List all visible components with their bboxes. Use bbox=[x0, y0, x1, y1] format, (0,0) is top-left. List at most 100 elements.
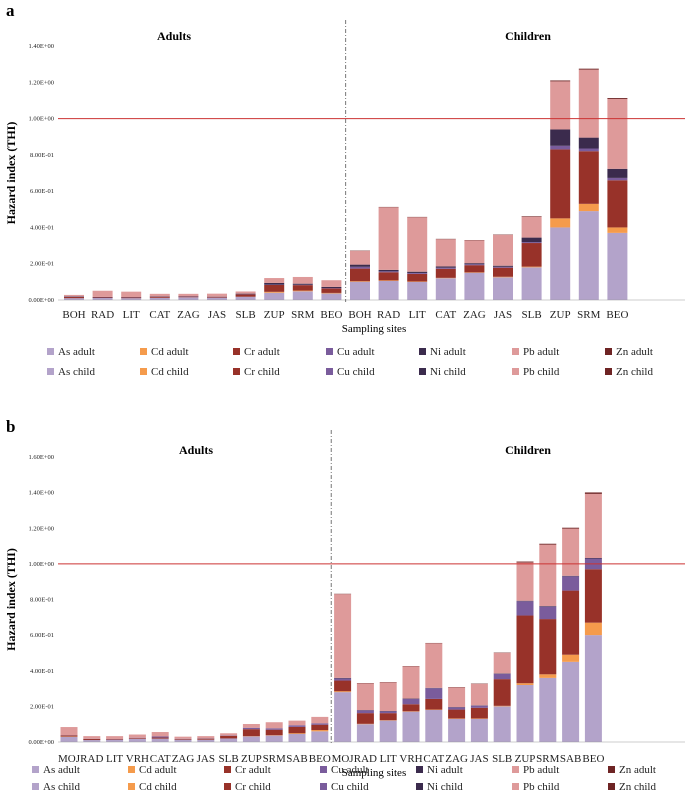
bar-segment-pb bbox=[60, 727, 78, 736]
bar-segment-ni bbox=[321, 286, 342, 289]
bar-segment-cd bbox=[378, 280, 399, 281]
x-tick-label: ZAG bbox=[172, 753, 195, 765]
bar-segment-pb bbox=[493, 652, 511, 674]
bar-segment-pb bbox=[425, 643, 443, 688]
bar-segment-as bbox=[288, 733, 306, 742]
legend-swatch-ni bbox=[416, 783, 423, 790]
legend-swatch-as bbox=[32, 766, 39, 773]
bar-segment-pb bbox=[220, 733, 238, 736]
bar-segment-as bbox=[464, 272, 485, 300]
bar-segment-ni bbox=[350, 264, 370, 267]
bar-segment-cd bbox=[539, 674, 557, 678]
legend-swatch-ni bbox=[419, 348, 426, 355]
bar-segment-pb bbox=[584, 493, 602, 558]
bar-segment-cd bbox=[584, 622, 602, 636]
x-tick-label: BEO bbox=[582, 753, 604, 765]
bar-segment-ni bbox=[435, 266, 456, 268]
bar-segment-pb bbox=[334, 594, 352, 678]
bar-segment-as bbox=[121, 298, 142, 300]
bar-segment-cr bbox=[288, 726, 306, 734]
legend-label: Cr child bbox=[244, 366, 280, 378]
bar-segment-pb bbox=[83, 736, 101, 739]
bar-segment-cr bbox=[197, 738, 215, 740]
legend-label: Zn adult bbox=[616, 346, 653, 358]
legend-swatch-cr bbox=[233, 368, 240, 375]
bar-segment-cr bbox=[607, 180, 628, 228]
bar-segment-pb bbox=[379, 682, 397, 712]
bar-segment-as bbox=[448, 718, 466, 742]
legend-swatch-pb bbox=[512, 348, 519, 355]
bar-segment-zn bbox=[578, 68, 599, 70]
legend-swatch-cu bbox=[320, 783, 327, 790]
bar-segment-cd bbox=[264, 291, 285, 293]
bar-segment-cr bbox=[207, 297, 227, 298]
legend-label: Cr child bbox=[235, 781, 271, 793]
bar-segment-cu bbox=[288, 725, 306, 727]
legend-swatch-as bbox=[47, 348, 54, 355]
legend-swatch-as bbox=[32, 783, 39, 790]
x-tick-label: CAT bbox=[435, 309, 456, 321]
legend-swatch-cu bbox=[326, 368, 333, 375]
bar-segment-pb bbox=[149, 293, 170, 297]
legend-label: Cu adult bbox=[331, 764, 369, 776]
bar-segment-pb bbox=[197, 736, 215, 739]
panel-label: a bbox=[6, 1, 15, 20]
bar-segment-ni bbox=[607, 168, 628, 178]
bar-segment-as bbox=[64, 298, 84, 300]
bar-segment-cr bbox=[311, 724, 329, 731]
legend-label: Cd child bbox=[139, 781, 177, 793]
bar-segment-cd bbox=[493, 276, 513, 278]
bar-segment-pb bbox=[607, 98, 628, 169]
bar-segment-ni bbox=[521, 237, 542, 243]
bar-segment-zn bbox=[562, 527, 580, 529]
bar-segment-cu bbox=[242, 727, 260, 730]
bar-segment-cr bbox=[235, 294, 256, 297]
bar-segment-zn bbox=[607, 98, 628, 99]
bar-segment-cr bbox=[151, 737, 169, 739]
bar-segment-as bbox=[584, 635, 602, 742]
bar-segment-pb bbox=[92, 290, 113, 297]
bar-segment-as bbox=[311, 731, 329, 742]
bar-segment-pb bbox=[356, 683, 374, 711]
bar-segment-pb bbox=[435, 239, 456, 267]
bar-segment-cr bbox=[578, 151, 599, 204]
x-tick-label: SAB bbox=[286, 753, 307, 765]
bar-segment-as bbox=[242, 736, 260, 742]
bar-segment-zn bbox=[516, 561, 534, 563]
bar-segment-as bbox=[378, 280, 399, 300]
legend-label: As child bbox=[43, 781, 80, 793]
legend-swatch-cu bbox=[320, 766, 327, 773]
legend-label: As adult bbox=[58, 346, 95, 358]
legend-label: Zn child bbox=[616, 366, 653, 378]
bar-segment-cr bbox=[407, 273, 428, 282]
legend-swatch-pb bbox=[512, 368, 519, 375]
x-axis-label: Sampling sites bbox=[342, 767, 406, 779]
y-tick-label: 1.60E+00 bbox=[28, 454, 54, 461]
bar-segment-zn bbox=[539, 543, 557, 545]
x-tick-label: RAD bbox=[91, 309, 114, 321]
bar-segment-cd bbox=[562, 654, 580, 662]
bar-segment-as bbox=[470, 718, 488, 742]
bar-segment-as bbox=[235, 296, 256, 300]
bar-segment-cd bbox=[321, 292, 342, 294]
bar-segment-cu bbox=[356, 710, 374, 714]
bar-segment-pb bbox=[292, 276, 313, 284]
x-tick-label: BEO bbox=[606, 309, 628, 321]
bar-segment-cd bbox=[292, 290, 313, 292]
legend-swatch-zn bbox=[605, 348, 612, 355]
legend: As adult Cd adult Cr adult Cu adult Ni adult… bbox=[32, 764, 656, 793]
bar-segment-cu bbox=[334, 678, 352, 681]
bar-segment-pb bbox=[493, 234, 513, 266]
bar-segment-as bbox=[562, 661, 580, 742]
bar-segment-pb bbox=[264, 278, 285, 283]
bar-segment-pb bbox=[378, 207, 399, 270]
bar-segment-cu bbox=[521, 242, 542, 244]
bar-segment-as bbox=[174, 739, 192, 742]
bar-segment-cr bbox=[350, 268, 370, 282]
x-tick-label: VRH bbox=[399, 753, 422, 765]
x-tick-label: SRM bbox=[536, 753, 559, 765]
x-tick-label: JAS bbox=[494, 309, 512, 321]
bar-segment-pb bbox=[311, 716, 329, 724]
x-tick-label: ZUP bbox=[515, 753, 536, 765]
